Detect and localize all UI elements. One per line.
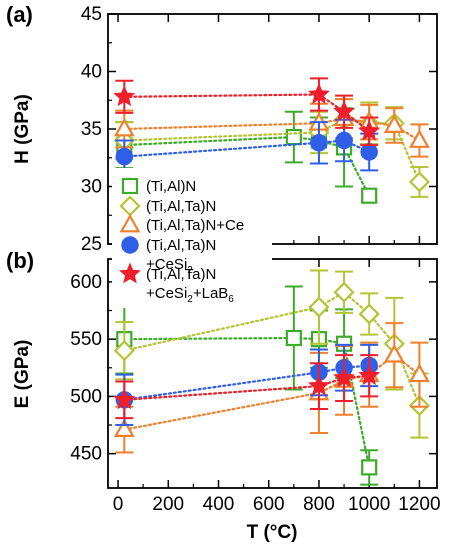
legend-marker (119, 213, 141, 233)
series-triangle (113, 98, 430, 158)
data-point (113, 85, 136, 107)
data-point (408, 171, 430, 193)
panel-a: (a) 25 30 35 40 45 H (GPa) (6, 2, 438, 255)
data-point (308, 296, 330, 318)
y-tick-label: 450 (70, 444, 102, 465)
data-point (360, 143, 378, 161)
data-point (361, 459, 378, 476)
y-tick-label: 25 (81, 234, 102, 255)
data-point (113, 388, 136, 410)
panel-b: (b) 450 500 550 600 0 200 400 600 800 1000 1200 E… (6, 248, 441, 543)
legend-entry: (Ti,Al)N (121, 177, 196, 195)
panel-b-xlabel: T (°C) (247, 522, 298, 543)
x-tick-label: 200 (152, 494, 184, 515)
x-tick-label: 0 (113, 494, 124, 515)
series-star (113, 354, 381, 420)
data-point (115, 147, 134, 166)
data-point (333, 281, 355, 303)
series-circle (115, 118, 379, 174)
panel-b-ylabel: E (GPa) (12, 340, 33, 409)
series-line (123, 93, 371, 133)
y-tick-label: 45 (81, 4, 102, 25)
data-point (358, 303, 380, 325)
legend-marker (121, 177, 139, 195)
legend-entry: (Ti,Al,Ta)N +CeSi2+LaB6 (119, 262, 234, 305)
y-tick-label: 500 (70, 386, 102, 407)
data-point (285, 329, 302, 347)
legend-marker (119, 262, 141, 284)
legend-label: (Ti,Al)N (146, 178, 196, 195)
data-point (358, 119, 381, 141)
series-line (123, 374, 371, 401)
series-star (113, 77, 381, 147)
data-point (310, 134, 328, 152)
panel-b-frame (107, 258, 438, 489)
legend-label: (Ti,Al,Ta)N (146, 266, 216, 283)
panel-b-label: (b) (6, 248, 34, 273)
legend-label-line2: +CeSi2 (146, 256, 193, 276)
series-line (123, 364, 371, 401)
data-point (113, 117, 135, 137)
data-point (307, 82, 330, 104)
x-tick-label: 400 (203, 494, 235, 515)
legend-label: (Ti,Al,Ta)N+Ce (146, 217, 244, 234)
data-point (383, 114, 405, 133)
series-line (123, 290, 421, 407)
data-point (335, 131, 353, 150)
legend-label: (Ti,Al,Ta)N (146, 198, 216, 215)
legend-background (112, 168, 272, 308)
data-point (333, 100, 356, 122)
y-tick-label: 600 (70, 272, 102, 293)
x-tick-label: 1200 (398, 494, 440, 515)
x-tick-label: 1000 (348, 494, 390, 515)
data-point (285, 128, 302, 146)
x-tick-label: 800 (303, 494, 335, 515)
data-point (307, 374, 330, 396)
data-point (408, 363, 430, 383)
data-point (361, 187, 378, 204)
data-point (113, 418, 135, 438)
panel-a-label: (a) (6, 2, 33, 27)
legend-label: (Ti,Al,Ta)N (146, 237, 216, 254)
legend-label-line2: +CeSi2+LaB6 (146, 285, 234, 305)
y-tick-label: 550 (70, 329, 102, 350)
legend-entry: (Ti,Al,Ta)N+Ce (119, 213, 244, 234)
data-point (113, 340, 135, 362)
series-triangle (113, 322, 430, 454)
panel-a-ylabel: H (GPa) (12, 94, 33, 164)
y-tick-label: 35 (81, 119, 102, 140)
data-point (408, 129, 430, 148)
y-tick-label: 40 (81, 62, 102, 83)
legend-marker (121, 236, 139, 254)
y-tick-label: 30 (81, 177, 102, 198)
legend-entry: (Ti,Al,Ta)N +CeSi2 (121, 236, 216, 276)
x-tick-label: 600 (253, 494, 285, 515)
data-point (333, 366, 356, 388)
series-line (123, 336, 371, 469)
data-point (358, 364, 381, 386)
series-line (123, 139, 371, 158)
legend: (Ti,Al)N (Ti,Al,Ta)N (Ti,Al,Ta)N+Ce (Ti,Al,… (112, 168, 272, 308)
data-point (383, 343, 405, 363)
